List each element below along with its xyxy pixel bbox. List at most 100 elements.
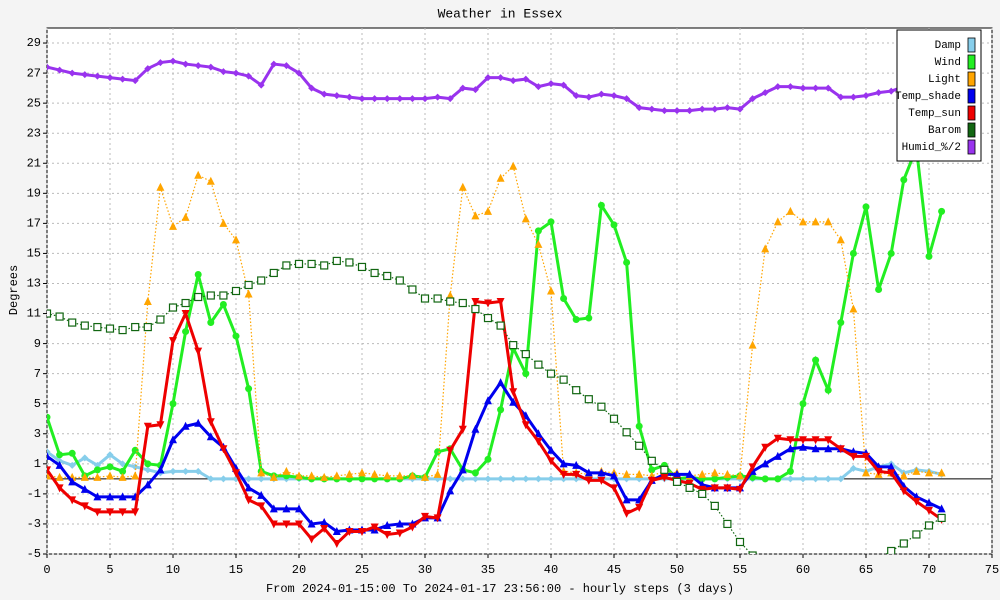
- point: [395, 529, 404, 538]
- point: [609, 414, 619, 423]
- point: [446, 291, 455, 300]
- point: [698, 489, 707, 498]
- legend-swatch: [967, 88, 976, 104]
- point: [497, 406, 505, 414]
- point: [332, 471, 341, 480]
- point: [434, 93, 442, 101]
- point: [937, 468, 946, 477]
- point: [509, 475, 517, 483]
- point: [673, 107, 681, 115]
- point: [900, 176, 908, 184]
- x-tick-label: 50: [670, 563, 684, 577]
- legend-label: Barom: [928, 125, 961, 137]
- series: [47, 57, 946, 115]
- point: [585, 93, 593, 101]
- point: [80, 484, 89, 493]
- point: [433, 294, 442, 303]
- point: [68, 69, 76, 77]
- point: [509, 388, 518, 397]
- point: [547, 218, 555, 226]
- point: [597, 201, 605, 209]
- point: [572, 316, 580, 324]
- point: [925, 252, 933, 260]
- point: [471, 475, 479, 483]
- x-tick-label: 30: [418, 563, 432, 577]
- point: [572, 470, 581, 479]
- y-tick-label: 15: [27, 247, 41, 261]
- point: [194, 170, 203, 179]
- point: [459, 84, 467, 92]
- point: [584, 468, 593, 477]
- point: [937, 504, 946, 513]
- point: [143, 480, 152, 489]
- point: [396, 95, 404, 103]
- point: [156, 59, 164, 67]
- point: [824, 217, 833, 226]
- point: [144, 466, 152, 474]
- y-tick-label: 19: [27, 186, 41, 200]
- point: [345, 527, 354, 536]
- x-tick-label: 65: [859, 563, 873, 577]
- y-tick-label: 21: [27, 156, 41, 170]
- y-axis-label: Degrees: [7, 265, 21, 315]
- point: [761, 459, 770, 468]
- point: [849, 452, 858, 461]
- point: [471, 469, 479, 477]
- point: [585, 314, 593, 322]
- point: [484, 299, 492, 308]
- point: [320, 261, 329, 270]
- point: [685, 469, 694, 478]
- point: [925, 468, 933, 477]
- point: [735, 537, 745, 547]
- point: [672, 477, 682, 486]
- point: [181, 421, 190, 430]
- y-tick-label: 25: [27, 96, 41, 110]
- point: [169, 400, 177, 408]
- point: [56, 66, 64, 74]
- point: [156, 182, 165, 191]
- point: [711, 105, 719, 113]
- point: [131, 508, 140, 517]
- point: [383, 95, 391, 103]
- point: [837, 475, 845, 483]
- point: [320, 472, 329, 481]
- point: [206, 418, 215, 427]
- point: [194, 62, 202, 70]
- point: [332, 256, 341, 266]
- x-tick-label: 55: [733, 563, 747, 577]
- point: [106, 451, 114, 459]
- point: [181, 298, 190, 308]
- x-tick-label: 0: [43, 563, 50, 577]
- point: [307, 519, 316, 528]
- point: [81, 454, 89, 462]
- series: [47, 378, 946, 535]
- point: [547, 286, 555, 295]
- point: [660, 473, 669, 482]
- point: [206, 432, 215, 441]
- legend: Damp Wind Light Temp_shade Temp_sun Barom Humi…: [895, 29, 982, 162]
- point: [560, 475, 568, 483]
- chart-title: Weather in Essex: [438, 6, 563, 21]
- x-tick-label: 35: [481, 563, 495, 577]
- point: [93, 492, 102, 501]
- point: [584, 476, 593, 485]
- point: [282, 261, 291, 270]
- point: [559, 375, 568, 384]
- point: [635, 104, 643, 112]
- point: [194, 270, 202, 278]
- legend-swatch: [967, 37, 976, 53]
- point: [849, 93, 857, 101]
- point: [572, 460, 581, 469]
- point: [118, 508, 127, 517]
- point: [887, 249, 895, 257]
- point: [144, 65, 152, 73]
- point: [181, 310, 190, 319]
- point: [446, 297, 455, 306]
- point: [824, 84, 832, 92]
- point: [169, 467, 177, 475]
- point: [194, 467, 202, 475]
- point: [383, 271, 392, 281]
- point: [484, 455, 492, 463]
- point: [484, 475, 492, 483]
- point: [131, 322, 140, 332]
